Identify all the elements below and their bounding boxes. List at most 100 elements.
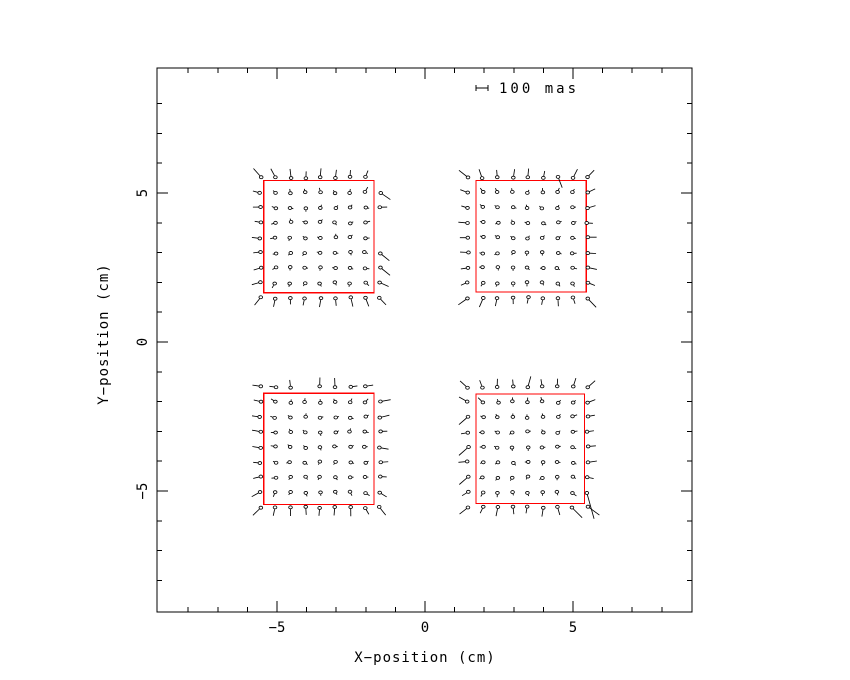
point-circle <box>333 475 338 480</box>
measurement-point <box>252 205 263 209</box>
measurement-point <box>333 296 338 306</box>
point-circle <box>539 445 545 450</box>
measurement-point <box>318 296 324 308</box>
point-circle <box>524 265 530 270</box>
point-circle <box>377 415 382 420</box>
measurement-point <box>495 220 501 225</box>
measurement-point <box>571 460 577 465</box>
distortion-vector <box>543 170 546 177</box>
distortion-vector <box>381 414 390 418</box>
distortion-vector <box>588 380 596 387</box>
point-circle <box>511 175 516 180</box>
measurement-point <box>303 490 309 497</box>
point-circle <box>541 221 546 226</box>
measurement-point <box>287 251 294 256</box>
point-circle <box>257 490 263 494</box>
measurement-point <box>494 235 501 240</box>
measurement-point <box>510 219 516 225</box>
distortion-vector <box>559 399 562 402</box>
measurement-point <box>251 490 263 498</box>
measurement-point <box>479 475 485 480</box>
distortion-vector <box>528 235 530 238</box>
point-circle <box>571 384 576 389</box>
measurement-point <box>510 397 515 404</box>
distortion-vector <box>254 220 260 223</box>
point-circle <box>378 191 383 195</box>
point-circle <box>494 445 500 450</box>
measurement-point <box>363 236 370 241</box>
distortion-vector <box>318 187 321 191</box>
measurement-point <box>525 376 532 390</box>
measurement-point <box>348 384 358 389</box>
distortion-vector <box>306 478 308 480</box>
y-tick-label: 0 <box>135 338 151 346</box>
distortion-vector <box>479 204 482 206</box>
point-circle <box>540 190 546 195</box>
measurement-point <box>318 399 323 405</box>
measurement-point <box>525 490 530 497</box>
distortion-vector <box>458 396 466 402</box>
point-circle <box>480 475 485 480</box>
point-circle <box>585 251 591 256</box>
distortion-vector <box>333 463 335 465</box>
distortion-vector <box>513 169 516 176</box>
distortion-vector <box>382 399 391 402</box>
measurement-point <box>377 490 387 498</box>
distortion-vector <box>573 284 575 287</box>
measurement-point <box>332 266 338 270</box>
measurement-point <box>539 397 545 404</box>
point-circle <box>363 205 369 210</box>
point-circle <box>556 414 561 419</box>
measurement-point <box>460 280 470 286</box>
point-circle <box>257 236 263 241</box>
measurement-point <box>363 205 370 210</box>
point-circle <box>465 385 470 390</box>
distortion-vector <box>380 508 387 516</box>
measurement-point <box>288 399 294 405</box>
distortion-vector <box>557 187 560 191</box>
point-circle <box>481 280 486 285</box>
scale-legend: 100 mas <box>475 81 576 97</box>
distortion-vector <box>319 168 322 176</box>
point-circle <box>511 384 516 389</box>
y-tick-label: 5 <box>135 189 151 197</box>
axis-ticks <box>157 68 692 612</box>
measurement-point <box>347 489 353 496</box>
point-circle <box>585 400 590 405</box>
point-circle <box>287 265 293 269</box>
measurement-point <box>458 170 471 180</box>
measurement-point <box>317 281 322 287</box>
distortion-vector <box>574 267 578 270</box>
point-circle <box>481 190 486 194</box>
point-circle <box>570 491 575 495</box>
point-circle <box>273 475 279 480</box>
point-circle <box>302 251 307 256</box>
point-circle <box>287 281 292 286</box>
point-circle <box>332 444 337 449</box>
distortion-vector <box>367 384 374 387</box>
quadrant-outline-lower-left <box>263 392 375 506</box>
distortion-vector <box>289 379 291 386</box>
point-circle <box>287 460 292 465</box>
point-circle <box>510 490 515 495</box>
distortion-vector <box>542 283 545 286</box>
measurement-point <box>252 445 263 450</box>
measurement-point <box>253 474 264 479</box>
measurement-point <box>317 445 323 451</box>
point-circle <box>378 399 383 404</box>
point-circle <box>302 460 307 465</box>
measurement-point <box>585 380 596 390</box>
measurement-point <box>584 475 594 480</box>
point-circle <box>495 460 501 465</box>
point-circle <box>333 459 338 464</box>
distortion-vector <box>479 187 483 191</box>
distortion-vector <box>458 170 467 177</box>
distortion-vector <box>252 190 258 193</box>
measurement-point <box>511 169 516 180</box>
measurement-point <box>539 280 545 286</box>
measurement-point <box>460 265 471 270</box>
distortion-vector <box>335 300 337 306</box>
point-circle <box>318 400 323 405</box>
measurement-point <box>585 235 597 240</box>
point-circle <box>525 175 531 180</box>
